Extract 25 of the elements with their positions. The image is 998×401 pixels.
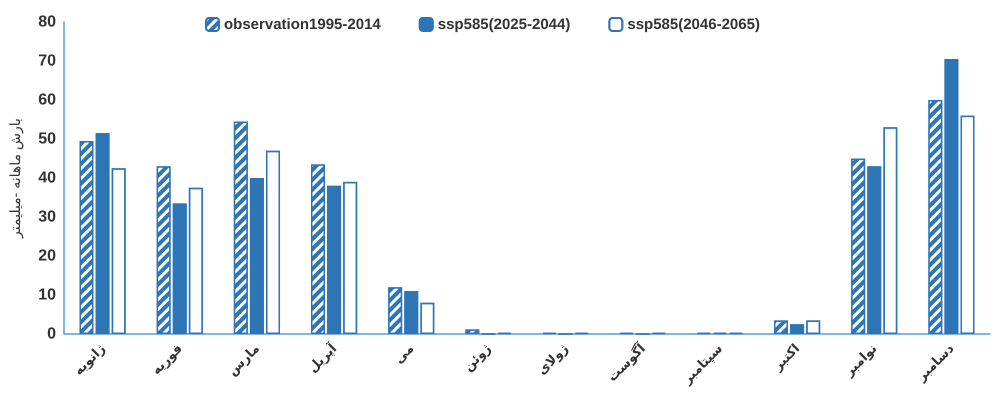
y-tick-label: 10: [38, 286, 56, 304]
x-tick-label: آپریل: [304, 340, 340, 376]
x-tick-label: سپتامبر: [678, 340, 726, 388]
x-tick-label: دسامبر: [913, 340, 958, 386]
x-tick-label: نوامبر: [840, 340, 880, 380]
y-tick-label: 70: [38, 52, 56, 70]
y-tick-label: 30: [38, 208, 56, 226]
x-tick-label: ژوئن: [460, 340, 494, 375]
y-tick-label: 0: [47, 326, 56, 342]
y-axis-title: بارش ماهانه -میلیمتر: [7, 118, 24, 239]
y-tick-label: 20: [38, 248, 56, 264]
x-tick-label: فوریه: [148, 340, 186, 378]
legend-label: observation1995-2014: [224, 16, 382, 33]
x-tick-label: آگوست: [604, 340, 650, 386]
y-tick-label: 80: [38, 14, 56, 30]
y-tick-label: 40: [38, 170, 56, 186]
y-tick-label: 60: [38, 92, 56, 108]
legend-label: ssp585(2025-2044): [438, 16, 570, 33]
x-tick-label: مارس: [224, 340, 263, 380]
x-tick-label: اکتبر: [769, 340, 804, 374]
x-tick-label: می: [390, 340, 417, 366]
y-tick-label: 50: [38, 130, 56, 148]
legend-label: ssp585(2046-2065): [627, 16, 760, 33]
x-tick-label: ژانویه: [70, 340, 109, 379]
x-tick-label: ژولای: [534, 340, 572, 378]
